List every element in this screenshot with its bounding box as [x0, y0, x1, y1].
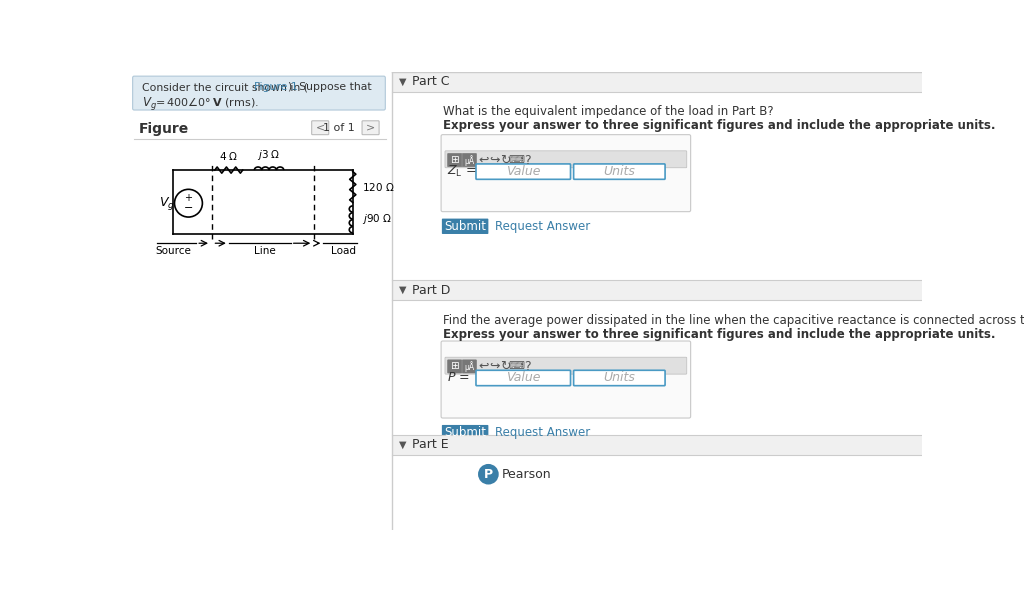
Text: ↻: ↻: [500, 360, 511, 373]
Text: ↻: ↻: [500, 154, 511, 166]
Text: Units: Units: [603, 371, 635, 384]
Text: Request Answer: Request Answer: [496, 426, 591, 439]
Text: Submit: Submit: [444, 220, 486, 233]
FancyBboxPatch shape: [463, 154, 476, 167]
FancyBboxPatch shape: [476, 370, 570, 386]
Text: 1 of 1: 1 of 1: [323, 123, 354, 133]
Text: Part C: Part C: [412, 75, 450, 88]
Text: μÅ: μÅ: [464, 154, 474, 166]
Text: ↩: ↩: [478, 154, 489, 166]
FancyBboxPatch shape: [391, 455, 922, 530]
FancyBboxPatch shape: [445, 151, 687, 167]
FancyBboxPatch shape: [311, 121, 329, 135]
Text: Source: Source: [155, 246, 190, 256]
Text: ↩: ↩: [478, 360, 489, 373]
Text: Submit: Submit: [444, 426, 486, 439]
Text: 4 $\Omega$: 4 $\Omega$: [219, 150, 239, 162]
Text: ↪: ↪: [489, 154, 500, 166]
FancyBboxPatch shape: [573, 370, 665, 386]
Text: μÅ: μÅ: [464, 361, 474, 372]
Text: ⊞: ⊞: [451, 155, 459, 165]
FancyBboxPatch shape: [391, 280, 922, 300]
Circle shape: [479, 465, 498, 483]
Text: $V_g$: $V_g$: [142, 95, 157, 111]
Text: ?: ?: [524, 360, 530, 373]
FancyBboxPatch shape: [391, 92, 922, 280]
Text: Units: Units: [603, 165, 635, 178]
Text: Express your answer to three significant figures and include the appropriate uni: Express your answer to three significant…: [442, 119, 995, 132]
Text: P: P: [483, 468, 493, 481]
Text: Load: Load: [331, 246, 356, 256]
FancyBboxPatch shape: [442, 425, 488, 440]
Text: ▼: ▼: [398, 440, 407, 450]
Text: ⌨: ⌨: [508, 155, 524, 165]
Text: +: +: [184, 193, 193, 203]
Text: ). Suppose that: ). Suppose that: [289, 82, 372, 92]
Text: ▼: ▼: [398, 285, 407, 295]
Text: Value: Value: [506, 371, 541, 384]
Text: ↪: ↪: [489, 360, 500, 373]
Text: Pearson: Pearson: [502, 468, 551, 481]
FancyBboxPatch shape: [463, 360, 476, 373]
Text: Consider the circuit shown in (: Consider the circuit shown in (: [142, 82, 308, 92]
FancyBboxPatch shape: [573, 164, 665, 179]
Text: $V_g$: $V_g$: [159, 195, 175, 212]
Text: Figure 1: Figure 1: [254, 82, 298, 92]
Text: −: −: [183, 203, 194, 213]
FancyBboxPatch shape: [391, 435, 922, 455]
Text: $j$3 $\Omega$: $j$3 $\Omega$: [257, 148, 281, 162]
Text: 120 $\Omega$: 120 $\Omega$: [362, 181, 394, 193]
FancyBboxPatch shape: [445, 357, 687, 374]
FancyBboxPatch shape: [447, 360, 462, 373]
Text: Express your answer to three significant figures and include the appropriate uni: Express your answer to three significant…: [442, 328, 995, 341]
Text: Figure: Figure: [139, 122, 189, 136]
FancyBboxPatch shape: [391, 300, 922, 435]
Text: $P$ =: $P$ =: [447, 371, 470, 384]
Text: ⊞: ⊞: [451, 361, 459, 371]
FancyBboxPatch shape: [133, 76, 385, 110]
Text: ⌨: ⌨: [508, 361, 524, 371]
Text: >: >: [366, 123, 375, 133]
FancyBboxPatch shape: [447, 154, 462, 167]
Text: Part D: Part D: [412, 284, 450, 297]
Text: ▼: ▼: [398, 76, 407, 86]
Text: ?: ?: [524, 154, 530, 166]
Text: Value: Value: [506, 165, 541, 178]
Text: Find the average power dissipated in the line when the capacitive reactance is c: Find the average power dissipated in the…: [442, 314, 1024, 327]
FancyBboxPatch shape: [441, 135, 690, 212]
Text: Line: Line: [254, 246, 276, 256]
Text: Part E: Part E: [412, 439, 449, 452]
Text: $Z_\mathrm{L}$ =: $Z_\mathrm{L}$ =: [447, 164, 476, 179]
Text: Request Answer: Request Answer: [496, 220, 591, 233]
Text: What is the equivalent impedance of the load in Part B?: What is the equivalent impedance of the …: [442, 105, 773, 119]
FancyBboxPatch shape: [442, 219, 488, 234]
FancyBboxPatch shape: [362, 121, 379, 135]
FancyBboxPatch shape: [476, 164, 570, 179]
Text: <: <: [315, 123, 325, 133]
FancyBboxPatch shape: [441, 341, 690, 418]
FancyBboxPatch shape: [391, 72, 922, 92]
Text: $j$90 $\Omega$: $j$90 $\Omega$: [362, 212, 392, 226]
Text: $= 400\angle 0°\,\mathbf{V}$ (rms).: $= 400\angle 0°\,\mathbf{V}$ (rms).: [153, 95, 258, 108]
